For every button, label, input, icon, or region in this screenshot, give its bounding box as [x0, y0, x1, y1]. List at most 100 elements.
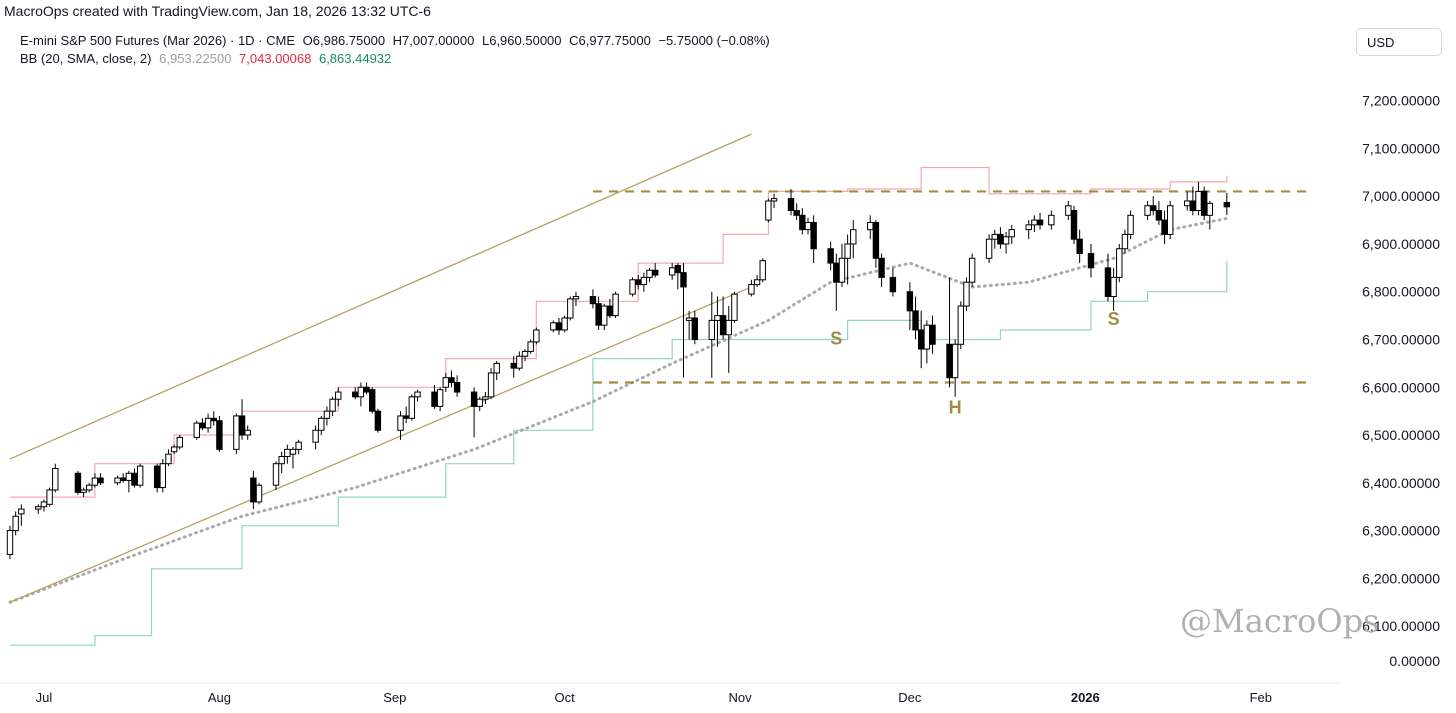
- candle-body: [318, 417, 325, 431]
- candle-body: [476, 398, 483, 407]
- bb-lower-value: 6,863.44932: [318, 51, 392, 66]
- candle-body: [708, 319, 715, 341]
- candle-body: [216, 420, 223, 450]
- y-tick-label: 6,700.00000: [1362, 332, 1440, 348]
- candle-body: [125, 472, 133, 481]
- candle-body: [691, 317, 699, 341]
- x-tick-label: 2026: [1071, 690, 1100, 705]
- candle-body: [640, 276, 648, 286]
- watermark-text: @MacroOps: [1180, 602, 1380, 640]
- candle-body: [968, 257, 976, 283]
- candle-body: [963, 281, 970, 307]
- candle-body: [352, 391, 359, 398]
- candle-body: [1110, 276, 1117, 298]
- candle-body: [867, 221, 874, 231]
- candle-body: [1223, 202, 1231, 208]
- y-tick-label: 6,800.00000: [1362, 284, 1440, 300]
- y-tick-label: 7,200.00000: [1362, 93, 1440, 109]
- candle-body: [731, 293, 738, 321]
- y-tick-label: 6,100.00000: [1362, 618, 1440, 634]
- candle-body: [793, 210, 800, 216]
- candle-body: [759, 260, 766, 281]
- candle-body: [12, 515, 19, 532]
- candle-body: [114, 477, 121, 484]
- candle-body: [850, 229, 857, 245]
- candle-body: [1048, 214, 1055, 226]
- candle-body: [6, 530, 14, 555]
- candle-body: [1200, 190, 1208, 216]
- candle-body: [878, 257, 885, 278]
- candle-body: [170, 446, 178, 453]
- candle-body: [985, 238, 993, 259]
- candle-body: [917, 329, 925, 350]
- candle-body: [204, 417, 212, 429]
- candle-body: [482, 396, 489, 400]
- candle-body: [1195, 190, 1202, 212]
- candle-body: [52, 467, 59, 491]
- pattern-label: S: [830, 328, 842, 348]
- candle-body: [80, 489, 87, 493]
- candle-body: [1087, 253, 1095, 269]
- candle-body: [18, 508, 25, 515]
- candle-body: [97, 477, 104, 484]
- candle-body: [1025, 224, 1032, 231]
- candle-body: [951, 343, 959, 379]
- currency-selector[interactable]: USD: [1356, 28, 1442, 56]
- y-tick-label: 6,500.00000: [1362, 427, 1440, 443]
- candle-body: [1189, 200, 1197, 212]
- candle-body: [278, 456, 285, 465]
- candle-body: [238, 415, 246, 436]
- candle-body: [787, 198, 795, 212]
- candle-body: [363, 386, 370, 393]
- low-value: L6,960.50000: [481, 33, 562, 48]
- candle-body: [629, 279, 636, 295]
- candle-body: [374, 410, 382, 431]
- candle-body: [1065, 205, 1072, 216]
- candle-body: [199, 422, 206, 429]
- candle-body: [612, 293, 619, 317]
- candle-body: [1002, 236, 1010, 245]
- y-tick-label: 6,300.00000: [1362, 523, 1440, 539]
- candle-body: [1031, 219, 1038, 226]
- candle-body: [1121, 233, 1129, 250]
- symbol-label[interactable]: E-mini S&P 500 Futures (Mar 2026) · 1D ·…: [20, 33, 296, 48]
- candle-body: [516, 355, 523, 369]
- candle-body: [527, 341, 534, 352]
- bb-indicator-label[interactable]: BB (20, SMA, close, 2): [20, 51, 152, 66]
- candle-body: [35, 506, 42, 510]
- candle-body: [906, 291, 914, 312]
- candle-body: [589, 296, 597, 305]
- candle-body: [369, 389, 376, 412]
- x-tick-label: Jul: [36, 690, 53, 705]
- candle-body: [1150, 205, 1157, 212]
- candle-body: [1036, 219, 1044, 226]
- candle-body: [872, 221, 880, 259]
- candle-body: [1206, 202, 1214, 216]
- candle-body: [470, 391, 478, 407]
- candle-body: [493, 362, 500, 374]
- candle-body: [601, 305, 608, 326]
- candle-body: [1070, 210, 1078, 240]
- candle-body: [1008, 229, 1015, 238]
- channel-lower-line: [9, 286, 752, 603]
- candle-body: [550, 322, 557, 331]
- candle-body: [74, 472, 82, 493]
- candle-body: [1144, 205, 1151, 216]
- candle-body: [1161, 219, 1168, 235]
- pattern-label: H: [949, 398, 962, 418]
- candle-body: [323, 410, 331, 419]
- candle-body: [295, 441, 302, 450]
- candle-body: [193, 422, 200, 438]
- candle-body: [233, 415, 240, 450]
- candle-body: [606, 305, 614, 317]
- candle-body: [804, 221, 812, 231]
- x-tick-label: Aug: [208, 690, 231, 705]
- candle-body: [719, 315, 727, 336]
- candle-body: [946, 343, 953, 379]
- x-tick-label: Nov: [729, 690, 753, 705]
- candle-body: [312, 429, 319, 443]
- candle-body: [289, 448, 297, 455]
- candle-body: [1127, 214, 1134, 235]
